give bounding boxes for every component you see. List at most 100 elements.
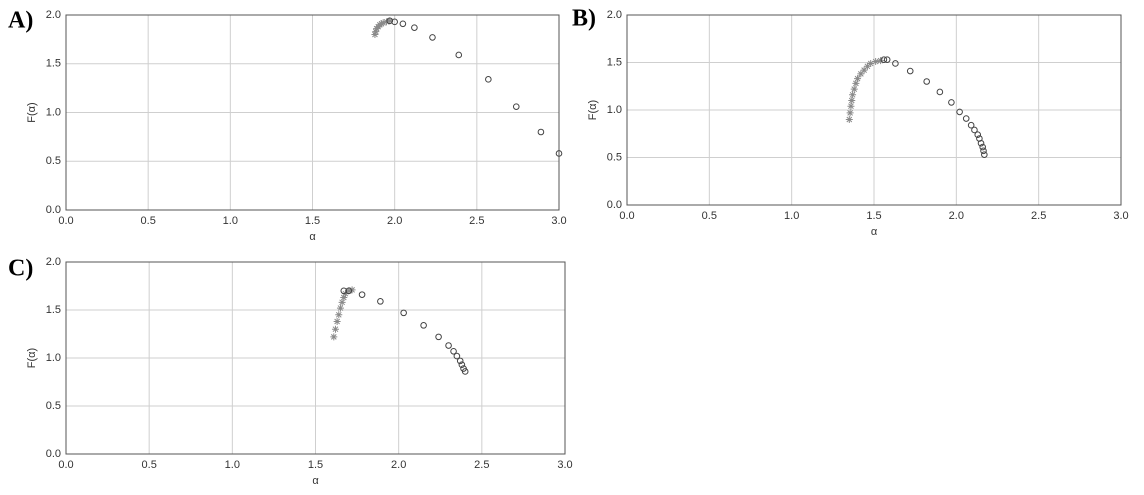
circle-point xyxy=(420,322,427,329)
circle-point xyxy=(391,18,398,26)
y-tick-label: 2.0 xyxy=(607,9,622,21)
x-tick-label: 0.5 xyxy=(142,459,157,471)
chart-panel: 0.0 0.5 1.0 1.5 2.0 2.5 3.0 0.0 0.5 1.0 1.5 2.0 α F(α… xyxy=(8,8,567,243)
circle-point xyxy=(962,115,970,122)
y-tick-label: 0.0 xyxy=(46,448,61,460)
x-tick-label: 1.5 xyxy=(866,210,881,222)
circle-point xyxy=(971,126,978,134)
plot-frame xyxy=(65,14,560,211)
circle-point xyxy=(377,298,384,305)
y-tick-label: 0.5 xyxy=(46,400,61,412)
star-point xyxy=(847,102,855,110)
y-tick-label: 0.0 xyxy=(607,199,622,211)
star-point xyxy=(333,318,341,326)
star-point xyxy=(379,19,387,27)
circle-point xyxy=(485,76,492,83)
circle-point xyxy=(455,51,463,59)
star-point xyxy=(345,287,353,295)
y-axis-label: F(α) xyxy=(26,348,38,368)
x-tick-label: 1.0 xyxy=(225,459,240,471)
y-axis-label: F(α) xyxy=(587,100,599,120)
star-point xyxy=(340,294,348,302)
circle-point xyxy=(445,342,452,349)
circle-point xyxy=(386,17,394,25)
x-tick-label: 0.5 xyxy=(702,210,717,222)
circle-point xyxy=(906,67,914,75)
circle-point xyxy=(883,56,891,63)
circle-point xyxy=(358,291,366,298)
y-tick-label: 1.0 xyxy=(607,104,622,116)
x-tick-label: 3.0 xyxy=(551,215,566,227)
circle-point xyxy=(435,333,442,341)
x-tick-label: 0.0 xyxy=(619,210,634,222)
circle-point xyxy=(880,56,888,63)
circle-point xyxy=(458,361,466,369)
circle-point xyxy=(512,103,520,110)
x-tick-label: 1.0 xyxy=(223,215,238,227)
chart-panel: 0.0 0.5 1.0 1.5 2.0 2.5 3.0 0.0 0.5 1.0 1.5 2.0 α F(α… xyxy=(8,256,573,487)
circle-point xyxy=(399,20,407,28)
plot-frame xyxy=(626,14,1122,206)
circle-point xyxy=(974,131,982,138)
x-tick-label: 2.5 xyxy=(474,459,489,471)
y-tick-label: 2.0 xyxy=(46,256,61,268)
x-axis-label: α xyxy=(312,475,319,487)
star-point xyxy=(849,91,857,99)
circle-point xyxy=(936,88,944,96)
x-axis-label: α xyxy=(309,231,316,243)
panel-label: C) xyxy=(8,256,33,282)
y-tick-label: 1.5 xyxy=(46,304,61,316)
circle-point xyxy=(967,121,975,129)
circle-point xyxy=(555,150,563,157)
circle-point xyxy=(980,147,987,155)
x-tick-label: 3.0 xyxy=(557,459,572,471)
star-point xyxy=(330,333,338,341)
star-point xyxy=(382,18,390,26)
y-tick-label: 0.0 xyxy=(46,204,61,216)
circle-point xyxy=(450,347,457,355)
circle-point xyxy=(456,357,464,365)
x-tick-label: 3.0 xyxy=(1113,210,1128,222)
panel-label: A) xyxy=(8,8,33,34)
circle-point xyxy=(981,151,988,158)
y-tick-label: 1.5 xyxy=(46,58,61,70)
x-tick-label: 2.0 xyxy=(391,459,406,471)
circle-point xyxy=(892,60,899,67)
circle-point xyxy=(977,139,985,147)
x-tick-label: 0.5 xyxy=(141,215,156,227)
star-point xyxy=(338,298,346,306)
x-tick-label: 2.5 xyxy=(469,215,484,227)
star-point xyxy=(860,66,868,74)
circle-point xyxy=(461,368,469,375)
star-point xyxy=(372,28,380,36)
star-point xyxy=(341,290,349,298)
circle-point xyxy=(400,309,407,317)
circle-point xyxy=(948,99,955,106)
x-tick-label: 2.0 xyxy=(387,215,402,227)
x-tick-label: 0.0 xyxy=(58,459,73,471)
y-tick-label: 1.0 xyxy=(46,352,61,364)
star-point xyxy=(335,311,343,319)
star-point xyxy=(867,59,875,67)
star-point xyxy=(371,31,379,38)
x-tick-label: 0.0 xyxy=(58,215,73,227)
circle-point xyxy=(340,287,348,295)
x-tick-label: 1.5 xyxy=(305,215,320,227)
star-point xyxy=(848,97,856,104)
x-tick-label: 1.5 xyxy=(308,459,323,471)
circle-point xyxy=(411,24,418,31)
circle-point xyxy=(979,143,986,151)
star-point xyxy=(854,75,862,83)
circle-point xyxy=(429,34,436,41)
y-tick-label: 2.0 xyxy=(46,9,61,21)
star-point xyxy=(877,57,885,65)
star-point xyxy=(852,79,860,87)
x-axis-label: α xyxy=(871,226,878,238)
x-tick-label: 1.0 xyxy=(784,210,799,222)
plot-frame xyxy=(65,261,566,455)
y-axis-label: F(α) xyxy=(26,102,38,122)
circle-point xyxy=(923,78,930,85)
panel-label: B) xyxy=(572,6,596,32)
